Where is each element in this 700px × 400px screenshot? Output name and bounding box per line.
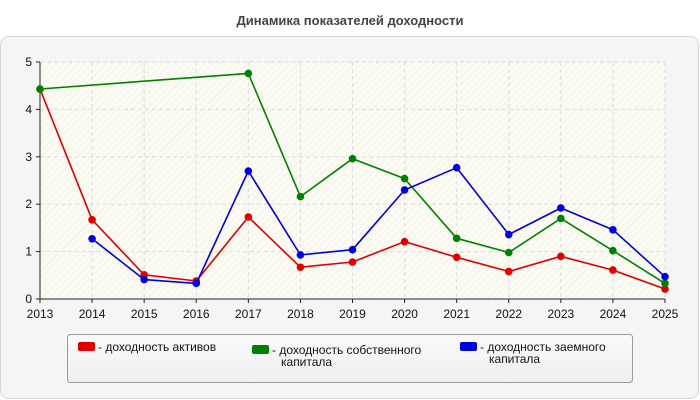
data-point	[36, 85, 44, 93]
x-tick-label: 2013	[27, 307, 54, 321]
data-point	[244, 167, 253, 175]
legend-label: - доходность собственного капитала	[272, 343, 422, 369]
data-point	[296, 251, 305, 259]
y-tick-label: 0	[25, 292, 32, 306]
legend-label: - доходность активов	[98, 340, 216, 354]
data-point	[400, 174, 409, 183]
x-tick-label: 2023	[547, 307, 574, 321]
data-point	[557, 204, 565, 212]
legend-item: - доходность собственного капитала	[252, 343, 422, 369]
data-point	[296, 192, 305, 201]
x-tick-label: 2014	[79, 307, 106, 321]
data-point	[348, 245, 357, 254]
series-line	[91, 166, 666, 285]
y-tick-label: 5	[25, 55, 32, 69]
x-tick-label: 2015	[131, 307, 158, 321]
data-point	[192, 279, 201, 288]
chart-title: Динамика показателей доходности	[236, 13, 463, 28]
x-tick-label: 2020	[391, 307, 418, 321]
x-tick-label: 2017	[235, 307, 262, 321]
data-point	[348, 154, 357, 163]
data-point	[661, 279, 669, 288]
series-line	[39, 72, 666, 285]
legend-label: - доходность заемного капитала	[480, 340, 606, 366]
data-point	[609, 225, 617, 234]
data-point	[609, 246, 617, 255]
x-tick-labels: 2013 2014 2015 2016 2017 2018 2019 2020 2021 2022…	[27, 307, 679, 321]
data-point	[88, 216, 96, 224]
y-tick-label: 1	[25, 245, 32, 259]
data-point	[504, 230, 513, 239]
data-point	[400, 186, 409, 194]
data-point	[504, 267, 513, 276]
axes	[36, 61, 666, 303]
data-point	[244, 213, 253, 221]
legend-swatch	[78, 342, 95, 351]
y-tick-label: 2	[25, 197, 32, 211]
data-point	[244, 69, 253, 78]
data-point	[609, 266, 617, 274]
data-point	[452, 253, 461, 262]
data-point	[504, 248, 513, 257]
x-tick-label: 2024	[600, 307, 627, 321]
legend-swatch	[252, 345, 269, 354]
x-tick-label: 2016	[183, 307, 210, 321]
x-tick-label: 2019	[339, 307, 366, 321]
x-tick-label: 2025	[652, 307, 679, 321]
x-tick-label: 2018	[287, 307, 314, 321]
legend-item: - доходность активов	[78, 340, 216, 354]
y-tick-label: 3	[25, 150, 32, 164]
data-point	[557, 214, 565, 223]
data-point	[296, 263, 305, 272]
data-point	[400, 237, 409, 246]
x-tick-label: 2021	[443, 307, 470, 321]
data-point	[88, 235, 96, 243]
series-layer	[36, 69, 669, 293]
series-3	[88, 163, 669, 288]
legend: - доходность активов - доходность собстве…	[67, 334, 633, 383]
legend-swatch	[460, 342, 477, 351]
data-point	[140, 275, 148, 284]
legend-box	[67, 334, 633, 383]
series-2	[36, 69, 669, 288]
data-point	[661, 272, 669, 281]
y-tick-labels: 0 1 2 3 4 5	[25, 55, 32, 306]
x-tick-label: 2022	[495, 307, 522, 321]
y-tick-label: 4	[25, 102, 32, 116]
data-point	[452, 163, 461, 172]
legend-item: - доходность заемного капитала	[460, 340, 606, 366]
data-point	[452, 234, 461, 243]
data-point	[348, 258, 357, 266]
data-point	[557, 252, 565, 261]
